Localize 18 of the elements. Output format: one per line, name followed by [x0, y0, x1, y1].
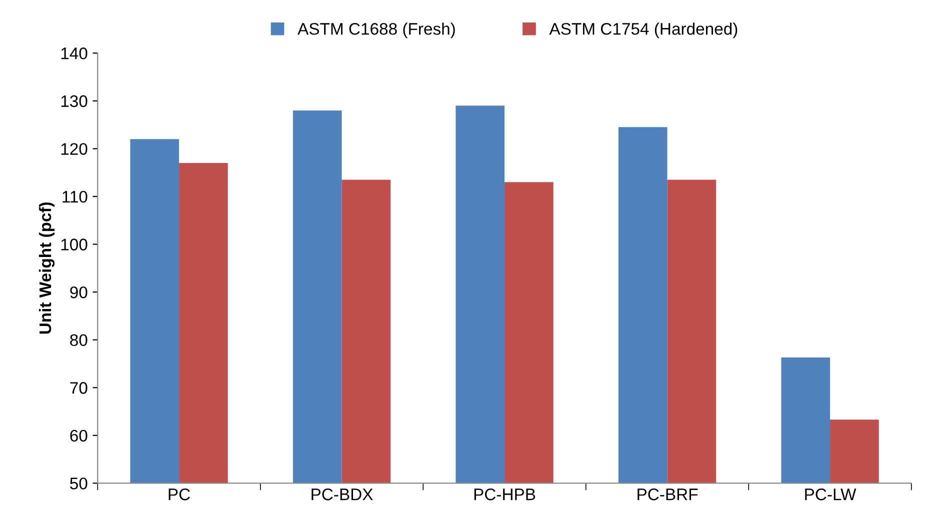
x-tick-label: PC-BRF: [638, 488, 698, 500]
y-tick-label: 120: [61, 143, 88, 155]
legend-label: ASTM C1688 (Fresh): [298, 22, 455, 38]
y-tick-label: 80: [70, 334, 88, 346]
x-tick-label: PC-HPB: [474, 488, 536, 500]
y-tick-label: 70: [70, 382, 88, 394]
y-tick-label: 60: [70, 430, 88, 442]
legend-label: ASTM C1754 (Hardened): [549, 22, 738, 38]
x-tick-label: PC: [168, 488, 190, 500]
y-axis-title: Unit Weight (pcf): [38, 202, 55, 334]
y-tick-label: 130: [61, 95, 88, 108]
y-tick-label: 50: [70, 478, 88, 490]
y-tick-label: 110: [62, 190, 88, 203]
x-tick-label: PC-LW: [805, 488, 856, 500]
x-tick-label: PC-BDX: [312, 488, 373, 500]
y-tick-label: 100: [61, 238, 88, 250]
y-tick-label: 140: [61, 48, 88, 60]
y-tick-label: 90: [70, 286, 88, 298]
